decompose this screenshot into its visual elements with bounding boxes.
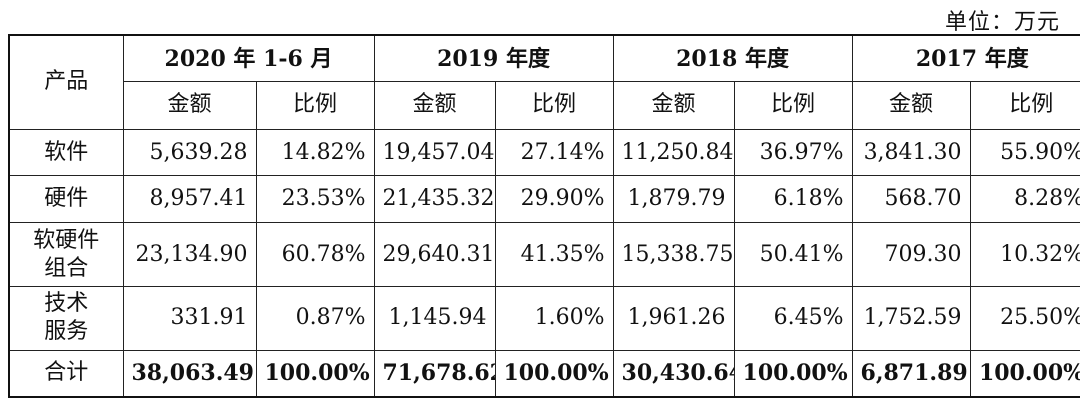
- ratio-cell: 25.50%: [969, 285, 1080, 351]
- ratio-cell: 6.18%: [733, 175, 853, 224]
- header-amount: 金额: [122, 81, 257, 130]
- ratio-cell: 1.60%: [494, 285, 614, 351]
- amount-cell: 21,435.32: [373, 175, 496, 224]
- ratio-cell: 27.14%: [494, 128, 614, 177]
- header-ratio: 比例: [494, 81, 614, 130]
- ratio-cell: 60.78%: [255, 222, 375, 287]
- ratio-cell: 55.90%: [969, 128, 1080, 177]
- amount-cell: 23,134.90: [122, 222, 257, 287]
- amount-cell: 3,841.30: [851, 128, 971, 177]
- total-amount-cell: 38,063.49: [122, 349, 257, 398]
- header-amount: 金额: [851, 81, 971, 130]
- header-period: 2020 年 1-6 月: [122, 34, 375, 83]
- header-row-metrics: 金额 比例 金额 比例 金额 比例 金额 比例: [9, 81, 1080, 130]
- amount-cell: 709.30: [851, 222, 971, 287]
- header-period: 2017 年度: [851, 34, 1080, 83]
- table-row: 软件 5,639.28 14.82% 19,457.04 27.14% 11,2…: [8, 128, 1080, 177]
- product-cell: 软件: [8, 128, 124, 177]
- ratio-cell: 50.41%: [733, 222, 853, 287]
- table-row: 技术 服务 331.91 0.87% 1,145.94 1.60% 1,961.…: [8, 285, 1080, 351]
- ratio-cell: 10.32%: [969, 222, 1080, 287]
- amount-cell: 19,457.04: [373, 128, 496, 177]
- product-label-line: 技术: [44, 291, 89, 317]
- ratio-cell: 29.90%: [494, 175, 614, 224]
- ratio-cell: 23.53%: [255, 175, 375, 224]
- product-label-line: 组合: [44, 255, 89, 281]
- amount-cell: 29,640.31: [373, 222, 496, 287]
- amount-cell: 5,639.28: [122, 128, 257, 177]
- total-amount-cell: 30,430.64: [612, 349, 735, 398]
- product-cell: 软硬件 组合: [8, 222, 124, 287]
- header-product: 产品: [8, 33, 124, 130]
- total-amount-cell: 71,678.62: [373, 349, 496, 398]
- amount-cell: 8,957.41: [122, 175, 257, 224]
- header-amount: 金额: [373, 81, 496, 130]
- total-row: 合计 38,063.49 100.00% 71,678.62 100.00% 3…: [8, 349, 1080, 398]
- product-cell: 技术 服务: [8, 285, 124, 351]
- ratio-cell: 0.87%: [255, 285, 375, 351]
- total-ratio-cell: 100.00%: [969, 349, 1080, 398]
- header-ratio: 比例: [733, 81, 853, 130]
- header-row-periods: 产品 2020 年 1-6 月 2019 年度 2018 年度 2017 年度: [8, 33, 1080, 130]
- unit-label: 单位：万元: [944, 10, 1060, 35]
- header-ratio: 比例: [255, 81, 375, 130]
- amount-cell: 1,961.26: [612, 285, 735, 351]
- product-cell: 硬件: [8, 175, 124, 224]
- product-label-line: 软硬件: [33, 227, 100, 253]
- total-ratio-cell: 100.00%: [733, 349, 853, 398]
- amount-cell: 331.91: [122, 285, 257, 351]
- product-label: 软件: [44, 139, 89, 165]
- total-ratio-cell: 100.00%: [494, 349, 614, 398]
- amount-cell: 11,250.84: [612, 128, 735, 177]
- header-period: 2019 年度: [373, 34, 614, 83]
- header-ratio: 比例: [969, 81, 1080, 130]
- amount-cell: 1,752.59: [851, 285, 971, 351]
- header-amount: 金额: [612, 81, 735, 130]
- amount-cell: 1,145.94: [373, 285, 496, 351]
- product-label: 硬件: [44, 186, 89, 212]
- amount-cell: 1,879.79: [612, 175, 735, 224]
- table-row: 硬件 8,957.41 23.53% 21,435.32 29.90% 1,87…: [8, 175, 1080, 224]
- header-period: 2018 年度: [612, 34, 853, 83]
- total-ratio-cell: 100.00%: [255, 349, 375, 398]
- amount-cell: 568.70: [851, 175, 971, 224]
- revenue-by-product-table: 产品 2020 年 1-6 月 2019 年度 2018 年度 2017 年度 …: [8, 33, 1080, 398]
- table-row: 软硬件 组合 23,134.90 60.78% 29,640.31 41.35%…: [8, 222, 1080, 287]
- amount-cell: 15,338.75: [612, 222, 735, 287]
- product-label-line: 服务: [44, 319, 89, 345]
- ratio-cell: 14.82%: [255, 128, 375, 177]
- ratio-cell: 8.28%: [969, 175, 1080, 224]
- ratio-cell: 41.35%: [494, 222, 614, 287]
- total-label: 合计: [8, 349, 124, 398]
- ratio-cell: 36.97%: [733, 128, 853, 177]
- ratio-cell: 6.45%: [733, 285, 853, 351]
- total-amount-cell: 6,871.89: [851, 349, 971, 398]
